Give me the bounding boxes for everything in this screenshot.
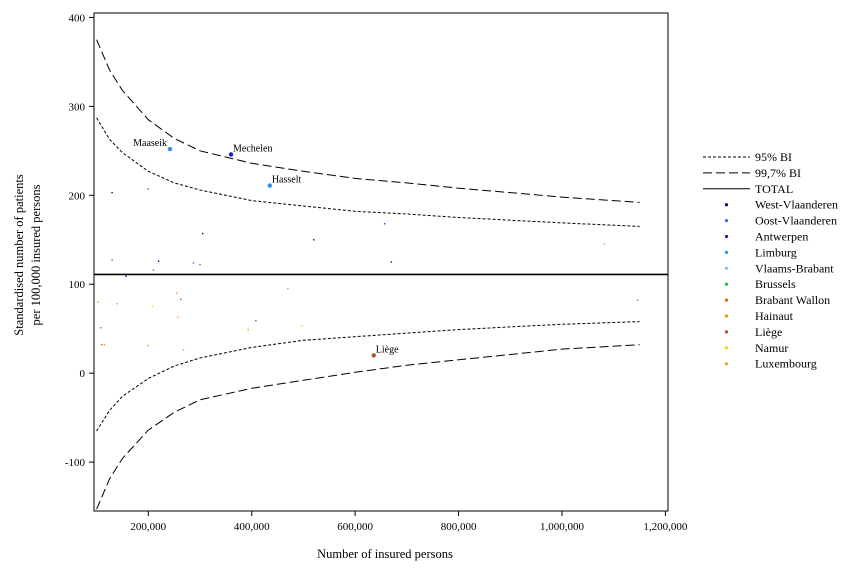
ci997-lower-line bbox=[96, 344, 640, 510]
y-tick-label: 300 bbox=[69, 101, 86, 113]
data-point bbox=[111, 191, 113, 194]
point-mechelen bbox=[228, 152, 234, 157]
data-point bbox=[97, 301, 99, 303]
axes-layer: 200,000 400,000 600,000 800,000 1,000,000 1,2… bbox=[65, 12, 688, 533]
data-point bbox=[636, 299, 639, 302]
legend-label: Vlaams-Brabant bbox=[755, 261, 834, 275]
y-axis-title-line2: per 100,000 insured persons bbox=[29, 184, 43, 325]
y-tick-label: 0 bbox=[80, 368, 86, 380]
point-label: Hasselt bbox=[272, 175, 302, 186]
data-point bbox=[111, 259, 113, 262]
data-point bbox=[603, 243, 606, 246]
legend-swatch-point bbox=[724, 330, 729, 334]
legend-swatch-point bbox=[724, 362, 729, 366]
legend-swatch-point bbox=[724, 219, 729, 223]
plot-frame bbox=[93, 12, 669, 512]
legend-label: Antwerpen bbox=[755, 230, 808, 244]
legend: 95% BI 99,7% BI TOTAL West-Vlaanderen Oost-V… bbox=[703, 150, 838, 371]
data-point bbox=[151, 305, 154, 308]
ci997-upper-line bbox=[96, 39, 640, 203]
plot-layer: Maaseik Mechelen Hasselt Liège bbox=[94, 39, 668, 510]
legend-label: West-Vlaanderen bbox=[755, 198, 838, 212]
data-point bbox=[192, 262, 195, 264]
ci95-lower-line bbox=[96, 321, 640, 432]
data-point bbox=[100, 343, 103, 346]
legend-swatch-point bbox=[724, 346, 729, 350]
x-tick-label: 400,000 bbox=[234, 521, 270, 533]
legend-label: Luxembourg bbox=[755, 357, 817, 371]
legend-label: Oost-Vlaanderen bbox=[755, 214, 837, 228]
legend-swatch-point bbox=[724, 266, 729, 270]
y-tick-label: 400 bbox=[69, 12, 86, 24]
legend-label: 99,7% BI bbox=[755, 166, 801, 180]
legend-label: Hainaut bbox=[755, 309, 794, 323]
data-point bbox=[147, 188, 150, 190]
point-label: Liège bbox=[376, 344, 399, 355]
x-tick-label: 1,000,000 bbox=[540, 521, 585, 533]
point-hasselt bbox=[267, 183, 273, 188]
data-point bbox=[383, 222, 386, 225]
data-point bbox=[176, 316, 179, 318]
data-point bbox=[116, 302, 119, 305]
data-point bbox=[175, 292, 178, 294]
data-point bbox=[180, 298, 182, 301]
legend-label: Limburg bbox=[755, 245, 797, 259]
data-point bbox=[99, 327, 102, 329]
x-tick-label: 200,000 bbox=[130, 521, 166, 533]
x-tick-label: 800,000 bbox=[441, 521, 477, 533]
data-point bbox=[125, 275, 127, 278]
data-point bbox=[201, 232, 204, 235]
point-label: Maaseik bbox=[133, 138, 167, 149]
legend-label: Liège bbox=[755, 325, 782, 339]
y-axis-title-line1: Standardised number of patients bbox=[12, 174, 26, 336]
data-point bbox=[152, 269, 155, 271]
legend-label: Brabant Wallon bbox=[755, 293, 830, 307]
data-point bbox=[182, 349, 185, 351]
x-tick-label: 600,000 bbox=[337, 521, 373, 533]
point-label: Mechelen bbox=[233, 143, 272, 154]
data-point bbox=[255, 319, 257, 322]
data-point bbox=[147, 344, 150, 347]
legend-swatch-point bbox=[724, 234, 729, 239]
legend-swatch-point bbox=[724, 282, 729, 286]
data-point bbox=[199, 263, 201, 266]
data-point bbox=[157, 260, 160, 262]
legend-label: Namur bbox=[755, 341, 788, 355]
data-point bbox=[312, 238, 315, 241]
data-point bbox=[301, 325, 303, 327]
data-point bbox=[247, 328, 249, 331]
ci95-upper-line bbox=[96, 117, 640, 227]
legend-label: 95% BI bbox=[755, 150, 792, 164]
data-point bbox=[390, 261, 393, 263]
point-maaseik bbox=[167, 146, 173, 152]
legend-label: Brussels bbox=[755, 277, 796, 291]
legend-label: TOTAL bbox=[755, 182, 793, 196]
y-tick-label: 100 bbox=[69, 279, 86, 291]
point-liège bbox=[371, 353, 376, 358]
y-tick-label: -100 bbox=[65, 457, 86, 469]
data-point bbox=[287, 287, 289, 290]
legend-swatch-point bbox=[724, 314, 729, 318]
legend-swatch-point bbox=[724, 203, 729, 207]
legend-swatch-point bbox=[724, 298, 729, 302]
legend-swatch-point bbox=[724, 250, 729, 254]
y-tick-label: 200 bbox=[69, 190, 86, 202]
data-point bbox=[103, 343, 106, 346]
x-axis-title: Number of insured persons bbox=[317, 547, 453, 561]
x-tick-label: 1,200,000 bbox=[643, 521, 688, 533]
